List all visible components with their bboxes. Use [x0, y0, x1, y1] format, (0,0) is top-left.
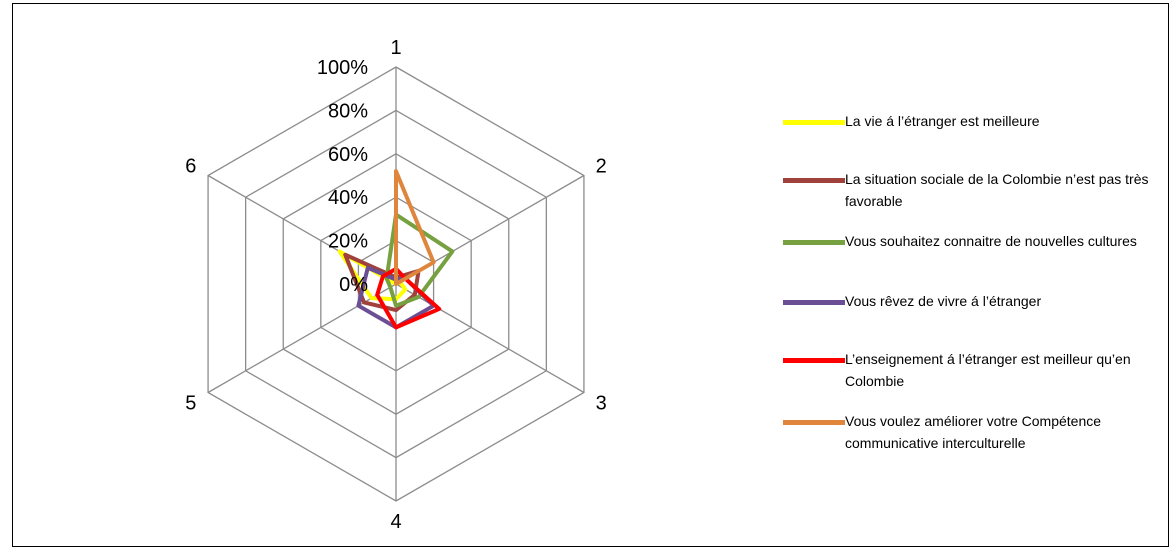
grid-spoke — [207, 283, 397, 394]
legend-item: La vie á l’étranger est meilleure — [783, 110, 1165, 132]
legend-swatch — [783, 120, 845, 125]
radial-tick-label: 0% — [339, 274, 368, 296]
radar-series — [337, 169, 455, 330]
legend-label: La vie á l’étranger est meilleure — [845, 113, 1040, 129]
legend-swatch — [783, 420, 845, 425]
radar-labels: 0% 20% 40% 60% 80% 100% 1 2 3 4 5 6 — [185, 37, 607, 533]
legend-label: Vous souhaitez connaitre de nouvelles cu… — [845, 233, 1137, 249]
radial-tick-label: 80% — [328, 100, 368, 122]
legend-label: L’enseignement á l’étranger est meilleur… — [845, 351, 1131, 389]
legend-item: La situation sociale de la Colombie n’es… — [783, 168, 1165, 212]
category-label: 4 — [390, 511, 401, 533]
legend-swatch — [783, 178, 845, 183]
grid-spoke — [395, 283, 585, 394]
legend-item: L’enseignement á l’étranger est meilleur… — [783, 348, 1165, 392]
category-label: 2 — [596, 156, 607, 178]
legend-label: Vous voulez améliorer votre Compétence c… — [845, 413, 1102, 451]
radial-tick-label: 60% — [328, 144, 368, 166]
category-label: 1 — [390, 37, 401, 59]
legend-item: Vous voulez améliorer votre Compétence c… — [783, 410, 1165, 454]
category-label: 5 — [185, 393, 196, 415]
legend-item: Vous rêvez de vivre á l’étranger — [783, 290, 1165, 312]
legend-swatch — [783, 240, 845, 245]
radial-tick-label: 20% — [328, 231, 368, 253]
legend-item: Vous souhaitez connaitre de nouvelles cu… — [783, 230, 1165, 252]
legend-swatch — [783, 358, 845, 363]
chart-frame — [12, 3, 1169, 547]
radial-tick-label: 40% — [328, 187, 368, 209]
series-line-6 — [394, 169, 436, 286]
legend-label: La situation sociale de la Colombie n’es… — [845, 171, 1149, 209]
category-label: 6 — [185, 156, 196, 178]
radial-tick-label: 100% — [317, 57, 368, 79]
legend-label: Vous rêvez de vivre á l’étranger — [845, 293, 1042, 309]
category-label: 3 — [596, 393, 607, 415]
legend-swatch — [783, 300, 845, 305]
series-line-3 — [384, 212, 455, 308]
